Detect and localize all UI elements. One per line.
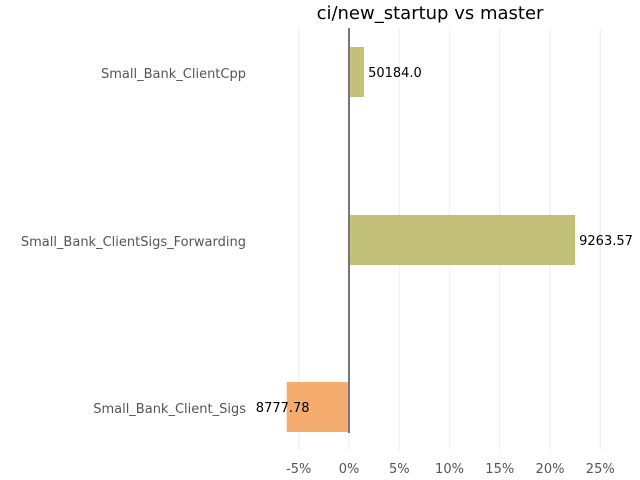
bars [286,47,576,432]
x-tick-label: 15% [485,462,514,477]
x-tick-labels: -5% 0% 5% 10% 15% 20% 25% [286,462,615,477]
x-tick-label: 10% [435,462,464,477]
data-label: 50184.0 [368,66,422,81]
category-label: Small_Bank_ClientSigs_Forwarding [21,235,246,250]
data-label: 8777.78 [256,401,310,416]
x-tick-label: 25% [586,462,615,477]
x-tick-label: 5% [389,462,410,477]
bar [349,215,576,265]
bar [286,382,349,432]
category-label: Small_Bank_ClientCpp [101,67,246,82]
data-labels: 50184.0 9263.57 8777.78 [256,66,633,416]
chart-title: ci/new_startup vs master [317,3,544,24]
bar [349,47,365,97]
category-label: Small_Bank_Client_Sigs [93,402,246,417]
x-tick-label: 20% [536,462,565,477]
data-label: 9263.57 [579,234,633,249]
x-tick-label: -5% [286,462,311,477]
category-labels: Small_Bank_ClientCpp Small_Bank_ClientSig… [21,67,246,417]
x-tick-label: 0% [339,462,360,477]
